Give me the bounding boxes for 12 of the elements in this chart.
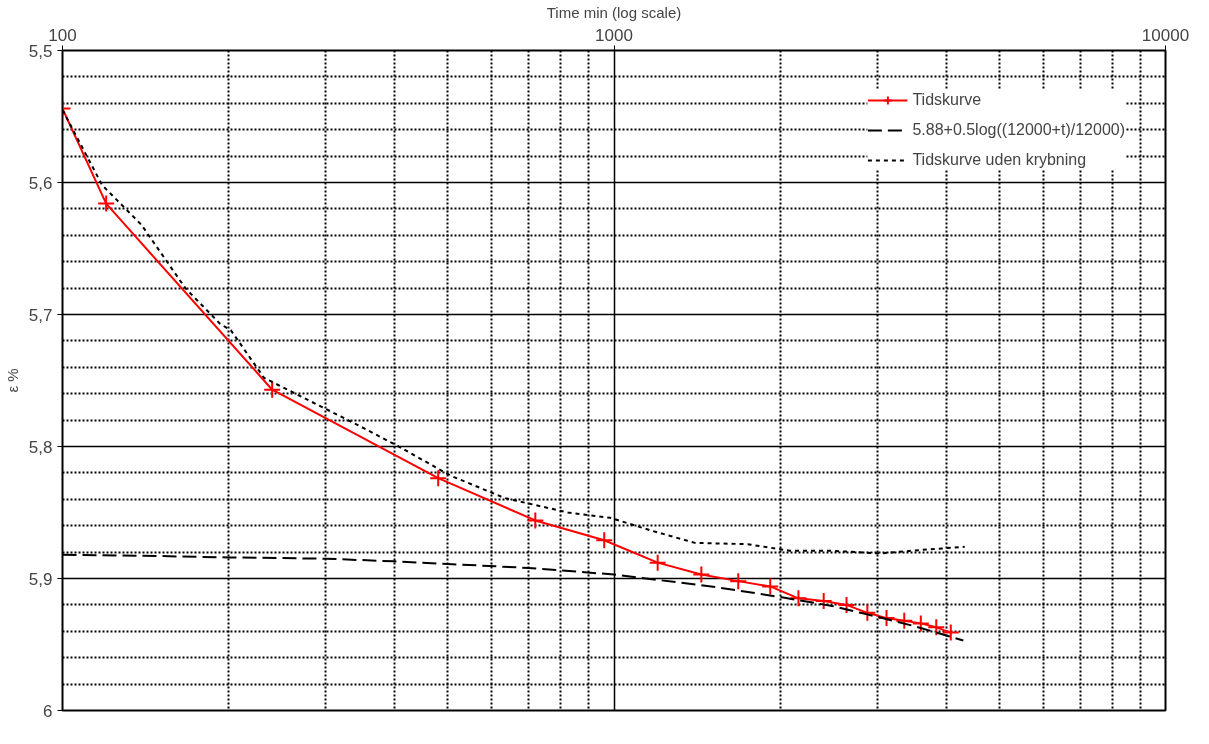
x-tick-label: 1000 bbox=[595, 25, 633, 45]
y-tick-label: 5,9 bbox=[28, 569, 53, 589]
y-tick-label: 5,7 bbox=[28, 305, 53, 325]
legend-label: 5.88+0.5log((12000+t)/12000) bbox=[912, 121, 1125, 139]
y-tick-label: 5,8 bbox=[28, 437, 53, 457]
legend-label: Tidskurve uden krybning bbox=[912, 151, 1087, 169]
y-tick-label: 6 bbox=[43, 701, 53, 721]
x-tick-label: 10000 bbox=[1141, 25, 1190, 45]
y-tick-label: 5,6 bbox=[28, 173, 53, 193]
y-axis-title: ε % bbox=[3, 368, 21, 393]
x-axis-title: Time min (log scale) bbox=[546, 3, 682, 21]
legend-label: Tidskurve bbox=[912, 91, 982, 109]
